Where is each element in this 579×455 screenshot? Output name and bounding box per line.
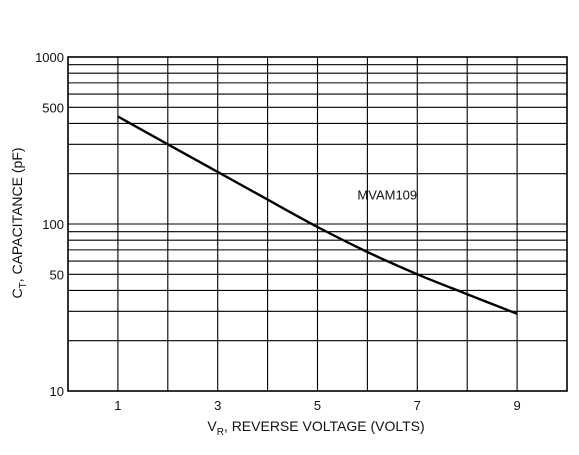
y-tick-label: 100: [42, 217, 64, 232]
x-axis-label-main: V: [207, 418, 217, 434]
grid-lines: [68, 57, 567, 391]
y-tick-label: 1000: [35, 50, 64, 65]
plot-frame: [67, 56, 568, 392]
y-axis-label-sub: T: [18, 282, 29, 288]
series-curve-mvam109: [117, 115, 518, 315]
y-axis-label-rest: , CAPACITANCE (pF): [9, 147, 25, 282]
y-tick-label: 50: [50, 267, 64, 282]
y-tick-label: 500: [42, 100, 64, 115]
y-axis-label: CT, CAPACITANCE (pF): [9, 147, 29, 298]
x-axis-label-sub: R: [217, 427, 224, 438]
x-tick-label: 5: [314, 398, 321, 413]
x-tick-label: 3: [214, 398, 221, 413]
x-tick-label: 1: [114, 398, 121, 413]
x-tick-label: 9: [513, 398, 520, 413]
y-tick-label: 10: [50, 384, 64, 399]
y-axis-label-main: C: [9, 288, 25, 298]
x-axis-label: VR, REVERSE VOLTAGE (VOLTS): [207, 418, 424, 438]
series-label: MVAM109: [357, 188, 417, 203]
x-axis-label-rest: , REVERSE VOLTAGE (VOLTS): [224, 418, 425, 434]
tick-labels: 1 3 5 7 9 10 50 100 500 1000: [35, 50, 521, 413]
x-tick-label: 7: [414, 398, 421, 413]
